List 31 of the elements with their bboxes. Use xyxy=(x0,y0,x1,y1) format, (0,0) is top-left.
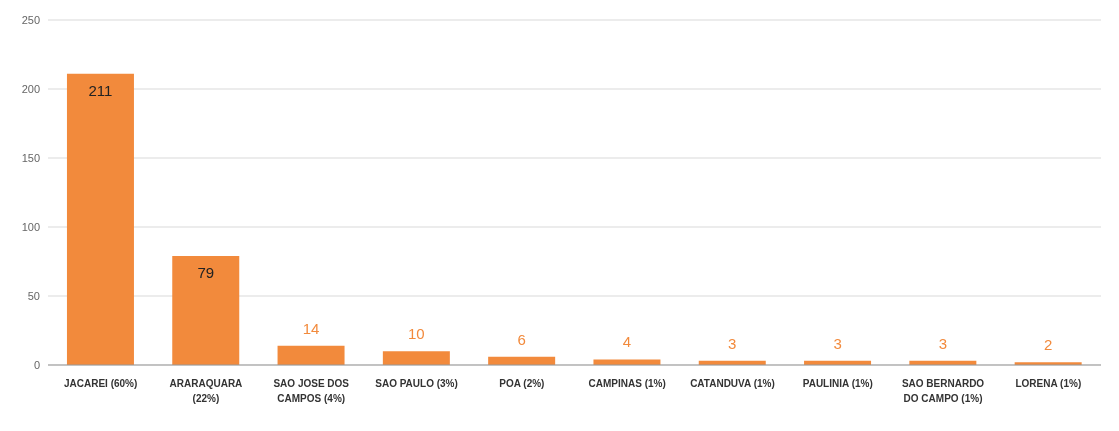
x-tick-label: LORENA (1%) xyxy=(1015,378,1082,389)
x-tick-label: CAMPINAS (1%) xyxy=(588,378,666,389)
x-tick-label: PAULINIA (1%) xyxy=(802,378,873,389)
data-label: 6 xyxy=(517,330,526,348)
data-label: 79 xyxy=(197,263,215,281)
bar xyxy=(66,73,134,365)
bar xyxy=(277,345,345,365)
data-label: 2 xyxy=(1043,336,1053,354)
x-tick-label: SAO PAULO (3%) xyxy=(375,378,458,389)
data-label: 211 xyxy=(88,81,113,99)
data-label: 3 xyxy=(938,334,948,352)
x-tick-label: POA (2%) xyxy=(499,378,545,389)
x-tick-label: JACAREI (60%) xyxy=(63,378,138,389)
data-label: 14 xyxy=(302,319,320,337)
data-label: 10 xyxy=(408,325,425,343)
bar xyxy=(593,359,661,365)
x-tick-label: CATANDUVA (1%) xyxy=(690,378,775,389)
x-tick-label: ARARAQUARA (22%) xyxy=(169,378,243,404)
y-tick-label: 0 xyxy=(33,358,40,371)
x-tick-label: SAO JOSE DOS CAMPOS (4%) xyxy=(273,378,350,404)
y-tick-label: 250 xyxy=(21,13,40,26)
bar xyxy=(172,255,240,365)
y-tick-label: 100 xyxy=(21,220,40,233)
y-tick-label: 200 xyxy=(21,82,40,95)
y-tick-label: 50 xyxy=(27,289,40,302)
data-label: 3 xyxy=(728,334,737,352)
x-tick-label: SAO BERNARDO DO CAMPO (1%) xyxy=(901,378,985,404)
data-label: 3 xyxy=(833,334,842,352)
bar xyxy=(382,351,450,365)
data-label: 4 xyxy=(622,333,632,351)
y-tick-label: 150 xyxy=(21,151,40,164)
